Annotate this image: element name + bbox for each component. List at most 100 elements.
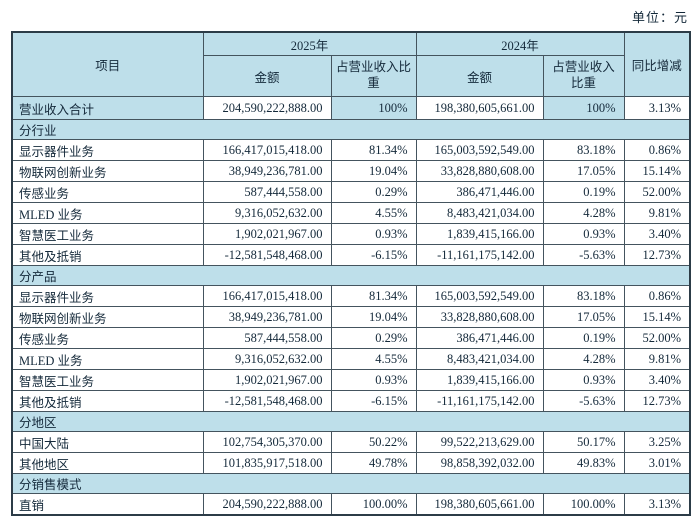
ratio-2024-cell: 17.05% [542, 306, 625, 328]
amount-2025-cell: 38,949,236,781.00 [202, 160, 332, 182]
row-label: 显示器件业务 [11, 285, 204, 307]
header-item: 项目 [11, 31, 204, 97]
row-label: 物联网创新业务 [11, 306, 204, 328]
ratio-2025-cell: 100.00% [330, 493, 417, 516]
yoy-cell: 3.40% [623, 223, 691, 245]
ratio-2024-cell: 49.83% [542, 452, 625, 474]
section-label: 分行业 [11, 119, 691, 140]
yoy-cell: 3.13% [623, 96, 691, 120]
amount-2025-cell: 166,417,015,418.00 [202, 285, 332, 307]
yoy-cell: 15.14% [623, 160, 691, 182]
amount-2025-cell: 204,590,222,888.00 [202, 96, 332, 120]
amount-2024-cell: 98,858,392,032.00 [415, 452, 544, 474]
amount-2024-cell: 165,003,592,549.00 [415, 139, 544, 161]
ratio-2025-cell: -6.15% [330, 390, 417, 412]
ratio-2025-cell: 19.04% [330, 306, 417, 328]
amount-2025-cell: 102,754,305,370.00 [202, 431, 332, 453]
ratio-2024-cell: 83.18% [542, 139, 625, 161]
row-label: 传感业务 [11, 327, 204, 349]
section-label: 分销售模式 [11, 473, 691, 494]
yoy-cell: 52.00% [623, 327, 691, 349]
row-label: 物联网创新业务 [11, 160, 204, 182]
amount-2025-cell: 101,835,917,518.00 [202, 452, 332, 474]
header-row-years: 项目 2025年 2024年 同比增减 [11, 31, 691, 97]
section-row-by-region: 分地区 [11, 411, 691, 432]
unit-label: 单位：元 [631, 10, 688, 25]
header-amount-2024: 金额 [415, 55, 544, 97]
ratio-2025-cell: 50.22% [330, 431, 417, 453]
amount-2025-cell: 9,316,052,632.00 [202, 202, 332, 224]
row-label: 中国大陆 [11, 431, 204, 453]
ratio-2024-cell: 0.93% [542, 369, 625, 391]
table-row: 智慧医工业务 1,902,021,967.00 0.93% 1,839,415,… [11, 223, 691, 245]
header-amount-2025: 金额 [202, 55, 332, 97]
section-row-by-sales-model: 分销售模式 [11, 473, 691, 494]
ratio-2025-cell: 4.55% [330, 202, 417, 224]
amount-2025-cell: 587,444,558.00 [202, 327, 332, 349]
amount-2024-cell: -11,161,175,142.00 [415, 390, 544, 412]
amount-2024-cell: 198,380,605,661.00 [415, 96, 544, 120]
amount-2024-cell: 8,483,421,034.00 [415, 202, 544, 224]
amount-2025-cell: 1,902,021,967.00 [202, 369, 332, 391]
ratio-2025-cell: 81.34% [330, 285, 417, 307]
row-label: 直销 [11, 493, 204, 516]
amount-2024-cell: -11,161,175,142.00 [415, 244, 544, 266]
amount-2025-cell: 1,902,021,967.00 [202, 223, 332, 245]
section-row-by-product: 分产品 [11, 265, 691, 286]
amount-2024-cell: 1,839,415,166.00 [415, 223, 544, 245]
amount-2025-cell: 204,590,222,888.00 [202, 493, 332, 516]
table-row: 传感业务 587,444,558.00 0.29% 386,471,446.00… [11, 327, 691, 349]
amount-2024-cell: 198,380,605,661.00 [415, 493, 544, 516]
ratio-2025-cell: 49.78% [330, 452, 417, 474]
ratio-2024-cell: 83.18% [542, 285, 625, 307]
table-row: 其他及抵销 -12,581,548,468.00 -6.15% -11,161,… [11, 390, 691, 412]
amount-2024-cell: 99,522,213,629.00 [415, 431, 544, 453]
ratio-2024-cell: 0.19% [542, 181, 625, 203]
ratio-2025-cell: 0.29% [330, 327, 417, 349]
ratio-2024-cell: -5.63% [542, 390, 625, 412]
ratio-2024-cell: 100% [542, 96, 625, 120]
amount-2024-cell: 386,471,446.00 [415, 181, 544, 203]
table-row-total-revenue: 营业收入合计 204,590,222,888.00 100% 198,380,6… [11, 96, 691, 120]
yoy-cell: 15.14% [623, 306, 691, 328]
ratio-2024-cell: 50.17% [542, 431, 625, 453]
amount-2024-cell: 8,483,421,034.00 [415, 348, 544, 370]
ratio-2025-cell: -6.15% [330, 244, 417, 266]
ratio-2024-cell: 4.28% [542, 348, 625, 370]
table-row: MLED 业务 9,316,052,632.00 4.55% 8,483,421… [11, 202, 691, 224]
yoy-cell: 9.81% [623, 348, 691, 370]
amount-2024-cell: 1,839,415,166.00 [415, 369, 544, 391]
amount-2024-cell: 386,471,446.00 [415, 327, 544, 349]
amount-2025-cell: 166,417,015,418.00 [202, 139, 332, 161]
section-label: 分地区 [11, 411, 691, 432]
table-row: 中国大陆 102,754,305,370.00 50.22% 99,522,21… [11, 431, 691, 453]
amount-2025-cell: 587,444,558.00 [202, 181, 332, 203]
ratio-2025-cell: 19.04% [330, 160, 417, 182]
header-yoy-change: 同比增减 [623, 31, 691, 97]
ratio-2024-cell: 0.93% [542, 223, 625, 245]
row-label: 传感业务 [11, 181, 204, 203]
table-row: 物联网创新业务 38,949,236,781.00 19.04% 33,828,… [11, 306, 691, 328]
header-year-2024: 2024年 [415, 31, 625, 56]
yoy-cell: 12.73% [623, 244, 691, 266]
table-row: 其他及抵销 -12,581,548,468.00 -6.15% -11,161,… [11, 244, 691, 266]
row-label: MLED 业务 [11, 202, 204, 224]
yoy-cell: 3.13% [623, 493, 691, 516]
header-ratio-2025: 占营业收入比重 [330, 55, 417, 97]
ratio-2024-cell: 17.05% [542, 160, 625, 182]
ratio-2024-cell: 100.00% [542, 493, 625, 516]
yoy-cell: 0.86% [623, 139, 691, 161]
table-row: 其他地区 101,835,917,518.00 49.78% 98,858,39… [11, 452, 691, 474]
row-label: 显示器件业务 [11, 139, 204, 161]
amount-2024-cell: 33,828,880,608.00 [415, 160, 544, 182]
table-row: 显示器件业务 166,417,015,418.00 81.34% 165,003… [11, 139, 691, 161]
yoy-cell: 3.01% [623, 452, 691, 474]
ratio-2024-cell: 0.19% [542, 327, 625, 349]
row-label: 其他及抵销 [11, 390, 204, 412]
ratio-2025-cell: 0.93% [330, 369, 417, 391]
table-row: 传感业务 587,444,558.00 0.29% 386,471,446.00… [11, 181, 691, 203]
table-row: 物联网创新业务 38,949,236,781.00 19.04% 33,828,… [11, 160, 691, 182]
header-ratio-2024: 占营业收入比重 [542, 55, 625, 97]
yoy-cell: 3.40% [623, 369, 691, 391]
revenue-breakdown-table: 项目 2025年 2024年 同比增减 金额 占营业收入比重 金额 占营业收入比… [11, 31, 692, 516]
